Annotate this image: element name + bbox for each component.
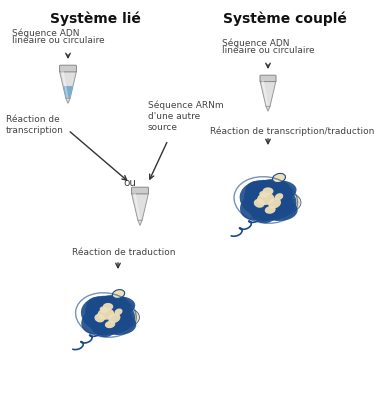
Text: Séquence ADN: Séquence ADN: [12, 28, 79, 38]
Ellipse shape: [256, 196, 298, 221]
Polygon shape: [261, 81, 268, 107]
Ellipse shape: [124, 313, 134, 321]
Text: Réaction de transcription/traduction: Réaction de transcription/traduction: [210, 126, 374, 136]
Ellipse shape: [114, 309, 122, 315]
Polygon shape: [60, 71, 76, 98]
Ellipse shape: [92, 315, 120, 335]
Ellipse shape: [81, 296, 135, 334]
Ellipse shape: [256, 179, 289, 194]
Ellipse shape: [86, 296, 117, 321]
Text: Système lié: Système lié: [49, 12, 141, 26]
Ellipse shape: [255, 208, 277, 223]
Ellipse shape: [114, 309, 132, 325]
Ellipse shape: [97, 312, 136, 335]
Text: Système couplé: Système couplé: [223, 12, 347, 26]
Ellipse shape: [112, 290, 125, 298]
Ellipse shape: [272, 173, 285, 183]
Ellipse shape: [245, 181, 277, 206]
Ellipse shape: [257, 193, 275, 205]
Ellipse shape: [103, 303, 113, 310]
Ellipse shape: [279, 193, 301, 211]
Polygon shape: [66, 98, 70, 103]
FancyBboxPatch shape: [260, 75, 276, 81]
Ellipse shape: [97, 295, 128, 310]
Polygon shape: [63, 86, 73, 98]
Ellipse shape: [263, 188, 274, 195]
Ellipse shape: [265, 206, 275, 214]
Text: Réaction de traduction: Réaction de traduction: [72, 248, 176, 257]
Text: linéaire ou circulaire: linéaire ou circulaire: [222, 46, 315, 55]
Polygon shape: [133, 193, 141, 220]
Ellipse shape: [100, 307, 108, 313]
Ellipse shape: [285, 198, 296, 207]
Ellipse shape: [93, 296, 135, 317]
Ellipse shape: [108, 313, 120, 323]
Ellipse shape: [244, 188, 270, 208]
Ellipse shape: [94, 314, 105, 322]
Ellipse shape: [105, 321, 115, 328]
Ellipse shape: [266, 185, 293, 206]
Text: Réaction de
transcription: Réaction de transcription: [6, 115, 64, 135]
Text: ou: ou: [124, 178, 136, 188]
Polygon shape: [138, 220, 142, 226]
Ellipse shape: [251, 200, 281, 222]
Ellipse shape: [106, 301, 131, 320]
Ellipse shape: [85, 303, 110, 323]
Ellipse shape: [240, 180, 296, 220]
Ellipse shape: [240, 190, 279, 221]
Ellipse shape: [119, 309, 139, 326]
Ellipse shape: [275, 193, 283, 200]
FancyBboxPatch shape: [131, 187, 149, 194]
Ellipse shape: [98, 308, 114, 320]
Ellipse shape: [81, 306, 118, 335]
Polygon shape: [266, 107, 270, 111]
Ellipse shape: [259, 191, 268, 198]
Ellipse shape: [254, 199, 264, 208]
Text: Séquence ADN: Séquence ADN: [222, 38, 290, 47]
Ellipse shape: [95, 322, 116, 337]
Ellipse shape: [268, 198, 281, 209]
Polygon shape: [131, 193, 149, 220]
Text: linéaire ou circulaire: linéaire ou circulaire: [12, 36, 104, 45]
Ellipse shape: [253, 180, 296, 202]
Polygon shape: [61, 71, 68, 98]
FancyBboxPatch shape: [60, 65, 76, 72]
Text: Séquence ARNm
d'une autre
source: Séquence ARNm d'une autre source: [148, 100, 223, 132]
Ellipse shape: [274, 194, 293, 211]
Polygon shape: [260, 81, 276, 107]
